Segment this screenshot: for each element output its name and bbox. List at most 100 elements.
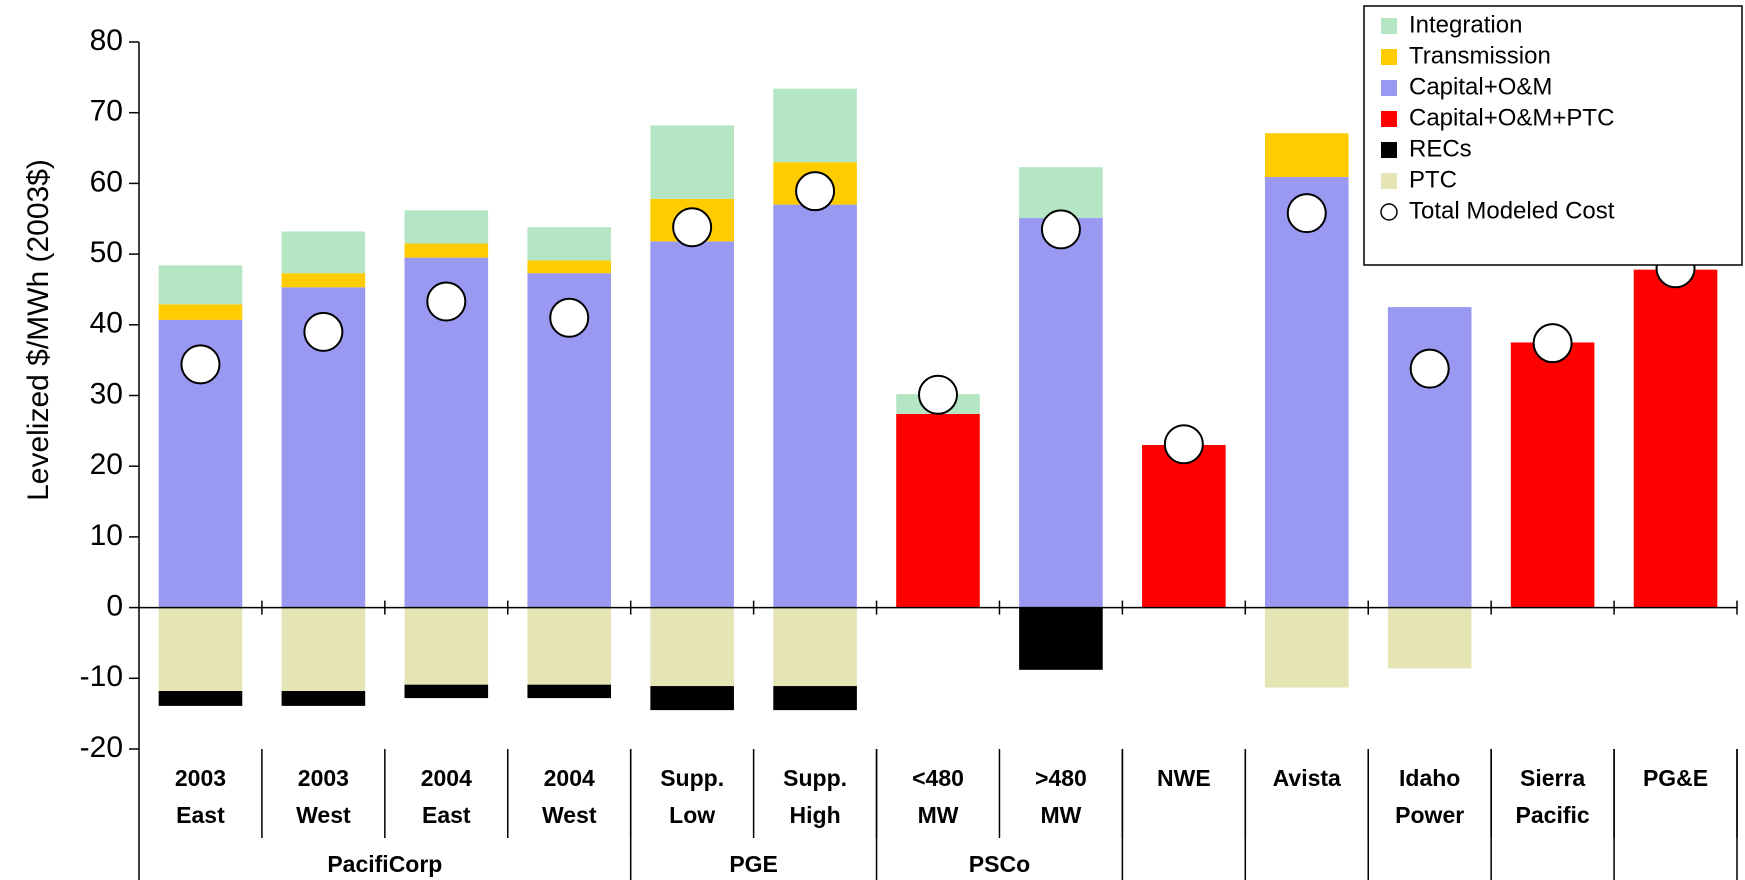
bar-segment [158,304,243,320]
y-tick-label: -10 [80,660,123,693]
bar-segment [773,607,857,687]
bars [158,88,1718,711]
x-tick-label: Pacific [1516,802,1590,828]
legend-symbol [1381,49,1397,65]
legend-label: Transmission [1409,42,1551,69]
bar-segment [527,227,612,261]
bar-segment [404,210,489,244]
bar-segment [896,413,980,608]
x-tick-label: NWE [1157,765,1211,791]
bar-segment [1510,342,1595,608]
bar-segment [281,607,366,692]
x-tick-label: Idaho [1399,765,1460,791]
bar-segment [281,691,366,706]
total-marker [426,281,467,322]
y-tick-label: 40 [90,307,123,340]
bar-segment [1019,607,1103,670]
legend-label: RECs [1409,135,1472,162]
x-tick-label: PG&E [1643,765,1708,791]
bar-segment [773,88,857,163]
y-tick-label: 30 [90,377,123,410]
total-marker [1163,424,1204,465]
x-tick-label: Supp. [783,765,847,791]
x-tick-label: 2004 [544,765,595,791]
x-tick-label: East [422,802,471,828]
x-tick-label: 2003 [298,765,349,791]
bar-segment [1633,269,1718,608]
y-tick-label: 0 [106,590,123,623]
bar-segment [650,607,734,687]
y-tick-label: 20 [90,448,123,481]
bar-segment [281,273,366,288]
bar-segment [773,686,857,711]
x-tick-label: Sierra [1520,765,1585,791]
bar-segment [650,241,734,608]
total-marker [795,171,836,212]
y-tick-label: 50 [90,236,123,269]
x-tick-label: West [296,802,351,828]
x-tick-label: Avista [1273,765,1341,791]
bar-segment [281,231,366,274]
total-marker [672,207,713,248]
y-tick-label: -20 [80,731,123,764]
x-tick-label: Supp. [660,765,724,791]
markers [180,171,1696,465]
bar-segment [158,265,243,305]
x-tick-label: High [790,802,841,828]
x-tick-label: MW [1040,802,1081,828]
x-tick-label: Low [669,802,715,828]
bar-segment [1264,177,1349,608]
legend-symbol [1381,142,1397,158]
legend-label: Capital+O&M [1409,73,1552,100]
bar-segment [527,684,612,699]
bar-segment [650,686,734,711]
legend-label: PTC [1409,166,1457,193]
x-tick-label: MW [918,802,959,828]
total-marker [1409,348,1450,389]
y-tick-label: 60 [90,165,123,198]
total-marker [1286,193,1327,234]
bar-segment [650,125,734,199]
bar-segment [404,243,489,258]
total-marker [549,297,590,338]
bar-segment [773,204,857,608]
bar-segment [1264,607,1349,688]
bar-segment [1387,607,1472,669]
x-tick-label: East [176,802,225,828]
y-tick-label: 70 [90,95,123,128]
bar-segment [1264,133,1349,178]
x-tick-label: 2004 [421,765,472,791]
total-marker [303,311,344,352]
bar-segment [1142,444,1226,608]
group-label: PSCo [969,851,1030,877]
bar-segment [527,260,612,274]
y-tick-label: 80 [90,24,123,57]
legend-label: Capital+O&M+PTC [1409,104,1614,131]
x-tick-label: >480 [1035,765,1087,791]
group-label: PGE [729,851,778,877]
total-marker [918,374,958,415]
x-tick-label: Power [1395,802,1464,828]
bar-segment [158,691,243,706]
legend-label: Integration [1409,11,1522,38]
total-marker [1532,323,1573,364]
total-marker [180,344,221,385]
legend-symbol [1380,203,1398,221]
legend-symbol [1381,18,1397,34]
group-label: PacifiCorp [327,851,442,877]
x-tick-label: 2003 [175,765,226,791]
legend-symbol [1381,80,1397,96]
total-marker [1040,209,1081,250]
legend-box [1363,5,1743,266]
x-tick-label: West [542,802,597,828]
x-tick-label: <480 [912,765,964,791]
legend-symbol [1381,111,1397,127]
y-tick-label: 10 [90,519,123,552]
bar-segment [527,607,612,685]
bar-segment [404,684,489,699]
legend-label: Total Modeled Cost [1409,197,1615,224]
bar-segment [1019,218,1103,608]
bar-segment [404,607,489,685]
legend-symbol [1381,173,1397,189]
